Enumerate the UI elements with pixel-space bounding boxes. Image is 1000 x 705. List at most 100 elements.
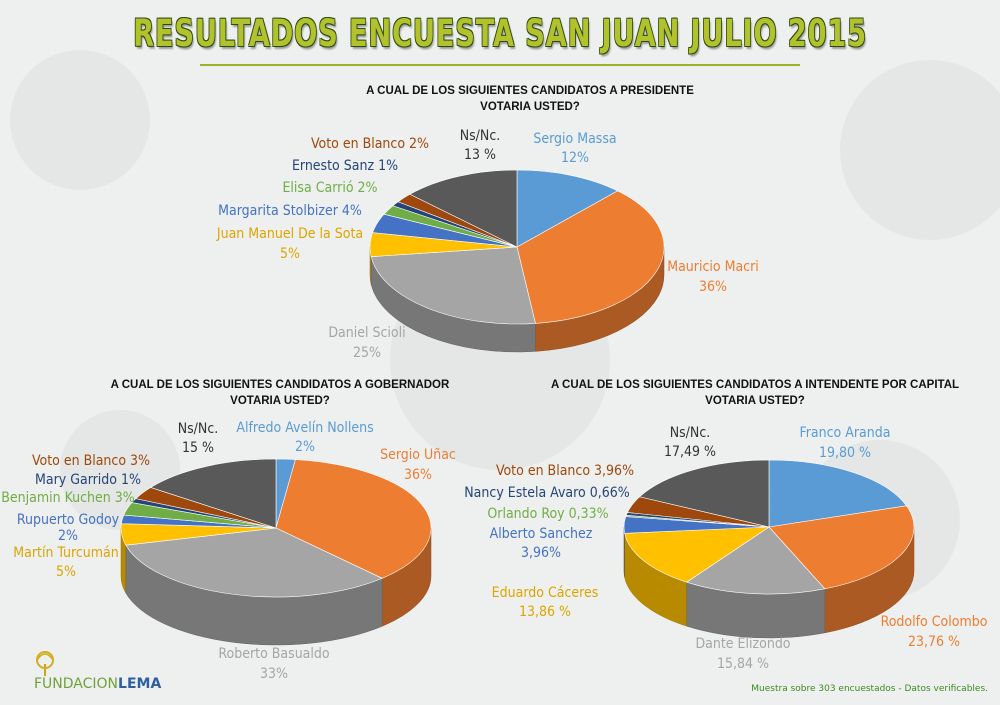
president-question-line2: VOTARIA USTED? [480,101,580,113]
mayor-question: A CUAL DE LOS SIGUIENTES CANDIDATOS A IN… [520,377,990,409]
slice-label-name: Elisa Carrió [282,180,357,196]
slice-label-name: Benjamin Kuchen [1,490,115,506]
slice-label-name: Martín Turcumán [13,545,118,561]
slice-label-name: Orlando Roy [487,506,568,522]
slice-label-value: 15 % [182,440,214,456]
slice-label: Roberto Basualdo 33% [218,646,330,682]
pie-slice-ns-nc- [638,459,770,528]
slice-label: Rodolfo Colombo 23,76 % [881,614,988,650]
slice-label: Nancy Estela Avaro 0,66% [464,485,629,501]
slice-label: Orlando Roy 0,33% [487,506,608,522]
slice-label: Ns/Nc. 15 % [178,421,219,456]
pie-slice-rodolfo-colombo [768,505,915,590]
slice-label-value: 15,84 % [717,656,769,672]
mayor-question-line2: VOTARIA USTED? [705,395,805,407]
slice-label-value: 19,80 % [819,445,871,461]
pie-slice-dante-elizondo [686,526,826,595]
pie-slice-ns-nc- [409,169,518,248]
slice-label: Alfredo Avelín Nollens 2% [236,420,373,455]
pie-slice-mauricio-macri [516,190,665,324]
slice-label: Eduardo Cáceres 13,86 % [492,585,599,620]
slice-label-name: Alfredo Avelín Nollens [236,420,373,436]
tree-logo-icon [36,651,54,676]
logo-wordmark: FUNDACIONLEMA [34,676,161,692]
president-question: A CUAL DE LOS SIGUIENTES CANDIDATOS A PR… [300,83,760,115]
slice-label-name: Roberto Basualdo [218,646,330,662]
pie-chart-2: Alfredo Avelín Nollens 2% Sergio Uñac 36% Ro… [1,420,456,682]
slice-label: Ns/Nc. 17,49 % [664,425,716,460]
pie-slice-eduardo-c-ceres [624,526,771,583]
slice-label: Sergio Uñac 36% [380,447,456,483]
pie-slice-franco-aranda [768,459,908,528]
governor-question: A CUAL DE LOS SIGUIENTES CANDIDATOS A GO… [80,377,480,409]
slice-label: Dante Elizondo 15,84 % [695,636,790,672]
slice-label-value: 2% [295,439,315,455]
slice-label-value: 3,96% [521,545,561,561]
slice-label: Benjamin Kuchen 3% [1,490,135,506]
pie-slice-ns-nc- [149,458,277,529]
slice-label: Mauricio Macri 36% [667,259,759,295]
slice-label: Voto en Blanco 3% [32,453,150,469]
slice-label-value: 3% [130,453,150,469]
slice-label-value: 36% [699,279,727,295]
slice-label-name: Juan Manuel De la Sota [216,226,363,242]
slice-label: Martín Turcumán 5% [13,545,118,580]
slice-label-value: 3,96% [594,463,634,479]
slice-label: Franco Aranda 19,80 % [800,425,891,461]
slice-label-value: 4% [342,203,362,219]
slice-label-name: Voto en Blanco [311,136,409,152]
slice-label-name: Voto en Blanco [32,453,130,469]
slice-label-name: Ns/Nc. [460,128,501,144]
slice-label-value: 13,86 % [519,604,571,620]
pie-chart-3: Franco Aranda 19,80 % Rodolfo Colombo 23,76… [464,425,987,672]
slice-label-name: Ns/Nc. [670,425,711,441]
slice-label-value: 3% [115,490,135,506]
mayor-question-line1: A CUAL DE LOS SIGUIENTES CANDIDATOS A IN… [550,379,960,391]
slice-label-value: 23,76 % [908,634,960,650]
slice-label-value: 1% [378,158,398,174]
slice-label: Elisa Carrió 2% [282,180,377,196]
slice-label-value: 33% [260,666,288,682]
title-underline [200,64,800,66]
slice-label-value: 2% [58,528,78,544]
slice-label: Ns/Nc. 13 % [460,128,501,163]
slice-label-name: Eduardo Cáceres [492,585,599,601]
slice-label-value: 0,66% [590,485,630,501]
slice-label-name: Rupuerto Godoy [17,512,120,528]
slice-label: Mary Garrido 1% [35,472,141,488]
slice-label-name: Ns/Nc. [178,421,219,437]
slice-label-value: 12% [561,150,589,166]
slice-label: Rupuerto Godoy 2% [17,512,120,544]
footer-note: Muestra sobre 303 encuestados - Datos ve… [751,684,988,694]
slice-label-name: Sergio Massa [533,131,616,147]
slice-label-name: Nancy Estela Avaro [464,485,589,501]
slice-label-name: Dante Elizondo [695,636,790,652]
slice-label-value: 13 % [464,147,496,163]
slice-label: Ernesto Sanz 1% [292,158,398,174]
slice-label-value: 5% [56,564,76,580]
slice-label: Voto en Blanco 3,96% [496,463,634,479]
slice-label-name: Margarita Stolbizer [218,203,342,219]
slice-label: Voto en Blanco 2% [311,136,429,152]
slice-label-value: 1% [121,472,141,488]
slice-label-name: Mauricio Macri [667,259,759,275]
pie-slice-sergio-massa [516,169,619,248]
pie-slice-roberto-basualdo [125,527,383,598]
slice-label: Daniel Scioli 25% [328,325,405,361]
pie-slice-sergio-u-ac [275,459,432,579]
slice-label-name: Rodolfo Colombo [881,614,988,630]
slice-label-name: Sergio Uñac [380,447,456,463]
slice-label-value: 36% [404,467,432,483]
slice-label-name: Mary Garrido [35,472,121,488]
slice-label: Sergio Massa 12% [533,131,616,166]
logo-part1: FUNDACION [34,676,119,692]
slice-label-value: 0,33% [569,506,609,522]
slice-label: Juan Manuel De la Sota 5% [216,226,363,262]
main-title: RESULTADOS ENCUESTA SAN JUAN JULIO 2015 [133,12,867,55]
slice-label-value: 17,49 % [664,444,716,460]
slice-label: Alberto Sanchez 3,96% [490,526,593,561]
pie-slice-daniel-scioli [370,246,536,325]
president-question-line1: A CUAL DE LOS SIGUIENTES CANDIDATOS A PR… [366,85,694,97]
